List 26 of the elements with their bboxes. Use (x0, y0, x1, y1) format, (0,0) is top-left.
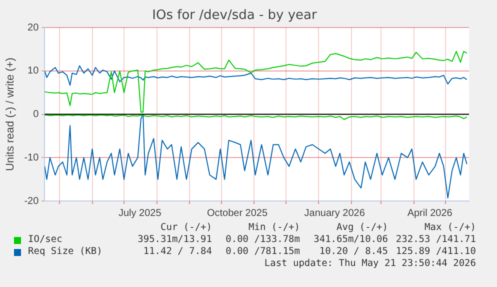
legend-label: Req Size (KB) (28, 246, 102, 258)
text: 395.31m/13.91 (136, 234, 212, 246)
y-tick-label: 10 (28, 66, 40, 77)
chart-title: IOs for /dev/sda - by year (152, 8, 318, 24)
text: Last update: Thu May 21 23:50:44 2026 (263, 258, 476, 270)
x-tick-label: April 2026 (407, 208, 453, 219)
text: 11.42 / 7.84 (142, 246, 212, 258)
y-tick-label: 0 (33, 109, 40, 120)
text: 341.65m/10.06 (312, 234, 388, 246)
x-tick-label: January 2026 (304, 208, 366, 219)
x-tick-label: October 2025 (206, 208, 268, 219)
text: Min (-/+) (248, 222, 300, 234)
text: 232.53 /141.71 (394, 234, 476, 246)
y-axis-title: Units read (-) / write (+) (4, 58, 17, 171)
x-tick-label: July 2025 (118, 208, 162, 219)
y-tick-label: 20 (28, 22, 40, 34)
text: Avg (-/+) (336, 222, 388, 234)
text: Max (-/+) (424, 222, 476, 234)
y-tick-label: -10 (24, 152, 40, 164)
text: 10.20 / 8.45 (318, 246, 388, 258)
legend-label: IO/sec (28, 234, 62, 246)
text: Cur (-/+) (160, 222, 212, 234)
text: 0.00 /133.78m (224, 234, 300, 246)
y-tick-label: -20 (24, 196, 40, 207)
text: 125.89 /411.10 (394, 246, 476, 258)
text: 0.00 /781.15m (224, 246, 300, 258)
